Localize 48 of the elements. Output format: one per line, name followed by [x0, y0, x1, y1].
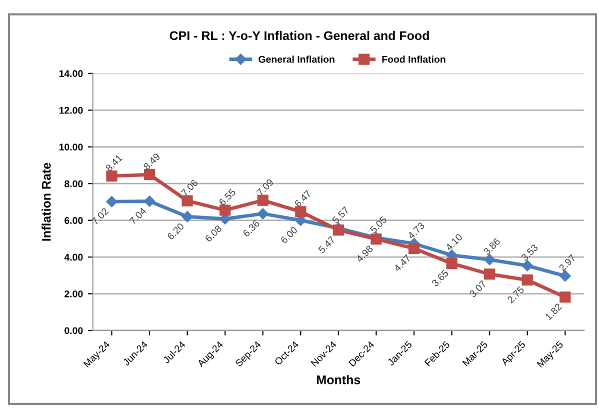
point	[522, 260, 533, 272]
data-label: 6.00	[280, 226, 298, 244]
point	[182, 195, 193, 206]
chart-title: CPI - RL : Y-o-Y Inflation - General and Food	[170, 30, 429, 40]
data-label: 4.98	[356, 244, 374, 263]
point	[484, 268, 496, 280]
data-label: 8.41	[105, 154, 123, 172]
legend-label: General Inflation	[258, 56, 334, 63]
data-label: 7.04	[129, 206, 147, 225]
data-label: 6.55	[218, 188, 236, 206]
y-tick-label: 12.00	[59, 106, 83, 114]
data-label: 7.06	[180, 178, 198, 197]
y-tick-label: 14.00	[59, 70, 83, 78]
point	[408, 242, 420, 254]
point	[144, 169, 156, 180]
point	[257, 194, 268, 206]
y-tick-label: 0.00	[64, 327, 83, 334]
point	[106, 196, 118, 208]
point	[484, 254, 496, 266]
y-tick-label: 6.00	[64, 217, 83, 224]
data-label: 7.02	[91, 208, 109, 226]
data-label: 8.49	[142, 152, 161, 170]
y-axis-title: Inflation Rate	[42, 162, 51, 241]
point	[295, 206, 306, 218]
point	[560, 292, 571, 303]
data-label: 6.47	[294, 190, 312, 208]
y-tick-label: 8.00	[64, 180, 83, 188]
point	[182, 211, 193, 222]
data-label: 4.73	[407, 222, 426, 240]
data-label: 4.47	[393, 254, 412, 272]
y-tick-label: 4.00	[64, 254, 83, 261]
point	[446, 258, 458, 270]
data-label: 6.20	[166, 222, 184, 240]
point	[220, 204, 231, 216]
data-label: 7.09	[256, 178, 274, 196]
y-tick-label: 10.00	[59, 144, 83, 150]
legend-label: Food Inflation	[382, 56, 446, 63]
data-label: 6.08	[204, 224, 222, 242]
point	[522, 274, 533, 286]
data-label: 6.36	[242, 220, 260, 238]
x-axis-title: Months	[317, 375, 360, 384]
data-label: 4.10	[445, 233, 463, 252]
data-label: 3.53	[520, 244, 538, 262]
point	[257, 208, 268, 220]
y-tick-label: 2.00	[64, 290, 83, 298]
point	[106, 170, 118, 182]
point	[144, 196, 156, 207]
data-label: 3.86	[482, 238, 501, 256]
